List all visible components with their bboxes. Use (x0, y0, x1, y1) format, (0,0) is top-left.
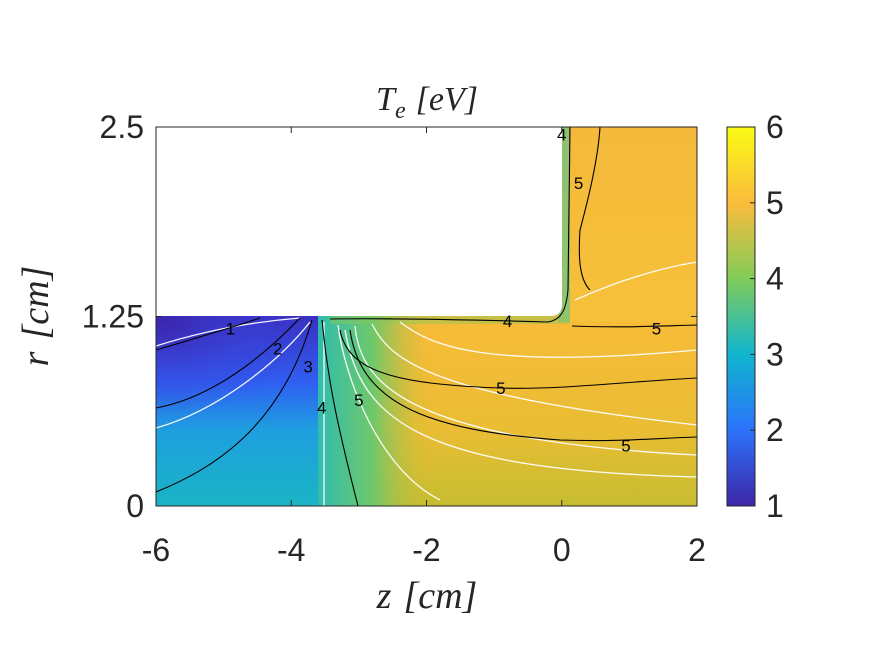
y-axis-label: r [cm] (15, 266, 57, 367)
y-ticks: 0 1.25 2.5 (82, 109, 697, 524)
title-subscript: e (395, 98, 406, 124)
chart-title: Te [eV] (376, 81, 478, 124)
y-tick-label: 1.25 (82, 299, 144, 335)
contour-label: 4 (503, 312, 512, 331)
x-ticks: -6 -4 -2 0 2 (142, 127, 706, 568)
colorbar-tick-label: 5 (766, 185, 784, 221)
xlabel-unit: [cm] (403, 575, 477, 617)
x-tick-label: -2 (412, 532, 440, 568)
ylabel-symbol: r (15, 351, 57, 366)
contour-label: 4 (557, 126, 566, 145)
contour-label: 5 (574, 174, 583, 193)
contour-labels: 1 2 3 4 5 4 5 5 5 5 4 (226, 126, 662, 456)
colorbar (726, 126, 756, 507)
colorbar-tick-label: 4 (766, 261, 784, 297)
ylabel-unit: [cm] (15, 266, 57, 340)
contour-label: 4 (317, 398, 326, 417)
geometry-mask (156, 127, 562, 316)
colorbar-tick-label: 6 (766, 109, 784, 145)
contour-label: 5 (496, 379, 505, 398)
field-upper-channel (560, 127, 697, 322)
contour-label: 3 (303, 358, 312, 377)
colorbar-tick-label: 3 (766, 336, 784, 372)
xlabel-symbol: z (376, 575, 392, 617)
title-unit: [eV] (416, 81, 478, 118)
y-tick-label: 2.5 (100, 109, 144, 145)
colorbar-tick-label: 1 (766, 488, 784, 524)
colorbar-tick-label: 2 (766, 412, 784, 448)
contour-label: 5 (621, 436, 630, 455)
x-tick-label: -4 (277, 532, 305, 568)
x-tick-label: 0 (553, 532, 571, 568)
temperature-field (156, 127, 697, 506)
contour-label: 5 (652, 320, 661, 339)
field-transition (318, 316, 428, 506)
y-tick-label: 0 (126, 488, 144, 524)
contour-label: 1 (226, 320, 235, 339)
contour-label: 2 (273, 339, 282, 358)
x-axis-label: z [cm] (376, 575, 478, 617)
field-corner-blue (156, 316, 328, 426)
colorbar-ticks: 1 2 3 4 5 6 (750, 109, 784, 524)
contour-lines (156, 127, 697, 506)
contour-label: 5 (354, 391, 363, 410)
x-tick-label: -6 (142, 532, 170, 568)
title-symbol: T (376, 81, 397, 118)
x-tick-label: 2 (688, 532, 706, 568)
streamlines (156, 261, 697, 506)
